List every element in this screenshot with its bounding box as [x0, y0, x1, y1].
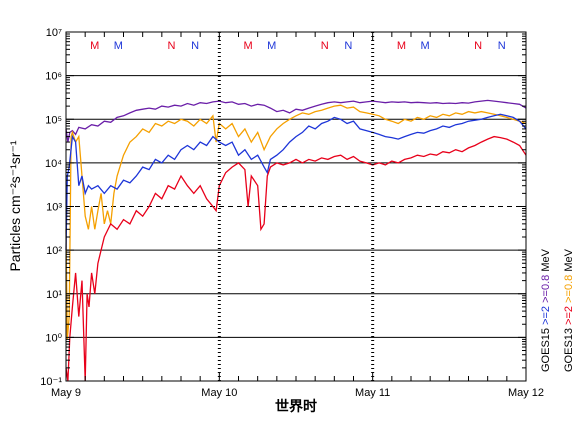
y-tick-label: 10⁵	[45, 114, 62, 126]
event-marker: M	[114, 40, 123, 52]
data-series	[65, 99, 527, 382]
instrument-label-part: MeV	[563, 248, 575, 274]
event-marker: M	[397, 40, 406, 52]
event-marker: M	[243, 40, 252, 52]
y-tick-label: 10⁶	[45, 71, 62, 83]
event-marker: M	[90, 40, 99, 52]
series-line-2	[65, 104, 527, 340]
series-line-4	[65, 135, 527, 382]
event-marker: N	[344, 40, 352, 52]
instrument-label-part: >=0.8	[563, 275, 575, 306]
event-marker: M	[267, 40, 276, 52]
instrument-label-part: >=2	[563, 306, 575, 328]
y-tick-label: 10²	[46, 245, 62, 257]
y-tick-label: 10³	[46, 202, 62, 214]
series-line-1	[65, 99, 527, 143]
event-marker: N	[498, 40, 506, 52]
grid-lines	[66, 75, 526, 338]
instrument-label: GOES13 >=2 >=0.8 MeV	[563, 248, 575, 372]
instrument-label-part: >=0.8	[540, 275, 552, 306]
x-tick-label: May 9	[51, 387, 81, 399]
x-axis-title: 世界时	[275, 398, 317, 414]
x-tick-label: May 10	[201, 387, 237, 399]
instrument-label: GOES15 >=2 >=0.8 MeV	[540, 248, 552, 372]
x-tick-label: May 12	[508, 387, 544, 399]
y-tick-label: 10⁷	[46, 27, 62, 39]
y-axis-title: Particles cm⁻²s⁻¹sr⁻¹	[7, 140, 23, 271]
y-tick-label: 10⁻¹	[40, 376, 62, 388]
event-marker: N	[191, 40, 199, 52]
x-tick-label: May 11	[355, 387, 390, 399]
event-marker: N	[321, 40, 329, 52]
event-marker: N	[167, 40, 175, 52]
y-tick-label: 10⁴	[45, 158, 62, 170]
instrument-label-part: GOES15	[540, 328, 552, 372]
instrument-label-part: >=2	[540, 306, 552, 328]
axis-ticks: 10⁻¹ 10⁰ 10¹ 10² 10³ 10⁴ 10⁵ 10⁶ 10⁷ May 9 May 10 M…	[40, 27, 544, 399]
y-tick-label: 10¹	[46, 289, 62, 301]
instrument-label-part: MeV	[540, 248, 552, 274]
y-tick-label: 10⁰	[45, 332, 62, 344]
series-line-3	[65, 113, 527, 251]
event-marker: N	[474, 40, 482, 52]
instrument-label-part: GOES13	[563, 328, 575, 372]
event-marker: M	[420, 40, 429, 52]
